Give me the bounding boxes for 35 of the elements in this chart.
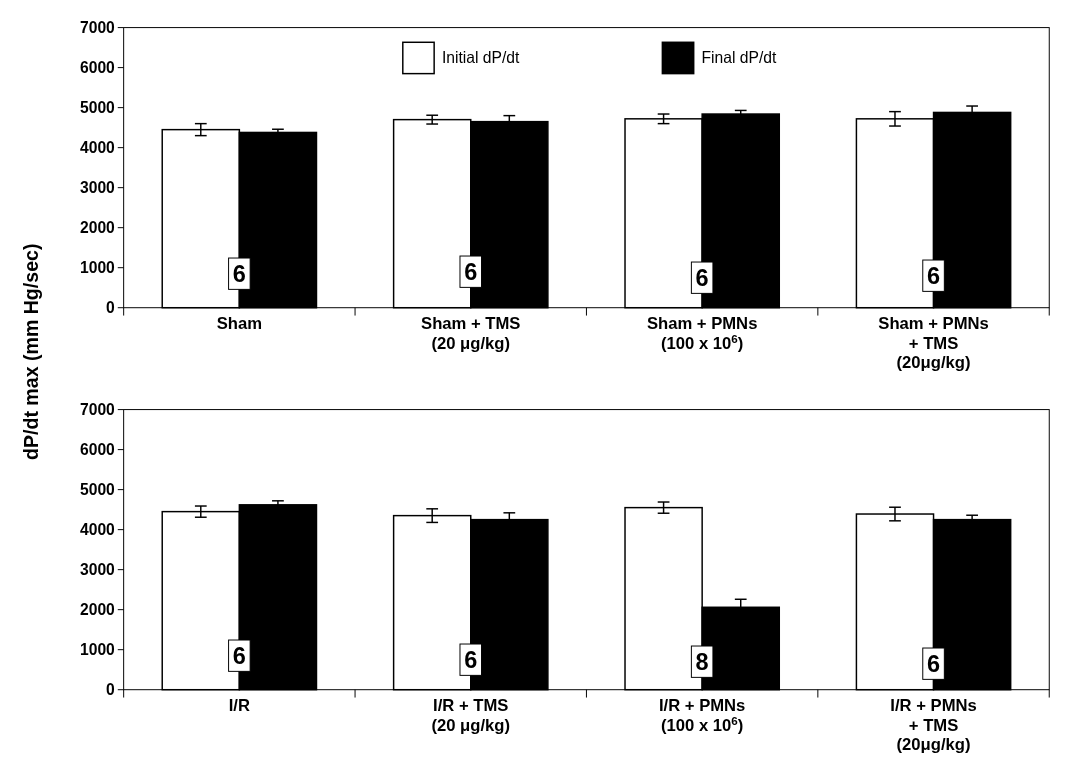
y-tick-label: 2000 bbox=[80, 601, 116, 619]
x-tick-label: I/R bbox=[228, 696, 250, 716]
x-tick-label: Sham bbox=[216, 314, 263, 334]
y-tick-label: 7000 bbox=[80, 401, 116, 419]
legend-label: Initial dP/dt bbox=[441, 49, 521, 67]
y-tick-label: 5000 bbox=[80, 99, 116, 117]
legend-label: Final dP/dt bbox=[701, 49, 778, 67]
annotation: 6 bbox=[927, 262, 941, 289]
x-tick-label: I/R + TMS (20 μg/kg) bbox=[431, 696, 511, 735]
y-tick-label: 7000 bbox=[80, 19, 116, 37]
y-tick-label: 4000 bbox=[80, 139, 116, 157]
y-tick-label: 4000 bbox=[80, 521, 116, 539]
y-axis-title: dP/dt max (mm Hg/sec) bbox=[20, 243, 43, 461]
y-tick-label: 3000 bbox=[80, 561, 116, 579]
x-tick-label: Sham + PMNs + TMS (20μg/kg) bbox=[878, 314, 989, 373]
x-tick-label: Sham + TMS (20 μg/kg) bbox=[421, 314, 521, 353]
x-tick-label: I/R + PMNs + TMS (20μg/kg) bbox=[890, 696, 977, 755]
x-tick-label: Sham + PMNs (100 x 10$^{6}$) bbox=[646, 314, 758, 353]
y-tick-label: 1000 bbox=[80, 641, 116, 659]
annotation: 6 bbox=[927, 650, 941, 677]
y-tick-label: 3000 bbox=[80, 179, 116, 197]
x-tick-label: I/R + PMNs (100 x 10$^{6}$) bbox=[658, 696, 746, 735]
y-tick-label: 6000 bbox=[80, 441, 116, 459]
y-tick-label: 2000 bbox=[80, 219, 116, 237]
annotation: 6 bbox=[232, 260, 246, 287]
y-tick-label: 6000 bbox=[80, 59, 116, 77]
annotation: 8 bbox=[695, 648, 709, 675]
y-tick-label: 1000 bbox=[80, 259, 116, 277]
y-tick-label: 0 bbox=[106, 681, 116, 699]
annotation: 6 bbox=[464, 646, 478, 673]
annotation: 6 bbox=[464, 258, 478, 285]
y-tick-label: 0 bbox=[106, 299, 116, 317]
annotation: 6 bbox=[695, 264, 709, 291]
y-tick-label: 5000 bbox=[80, 481, 116, 499]
annotation: 6 bbox=[232, 642, 246, 669]
